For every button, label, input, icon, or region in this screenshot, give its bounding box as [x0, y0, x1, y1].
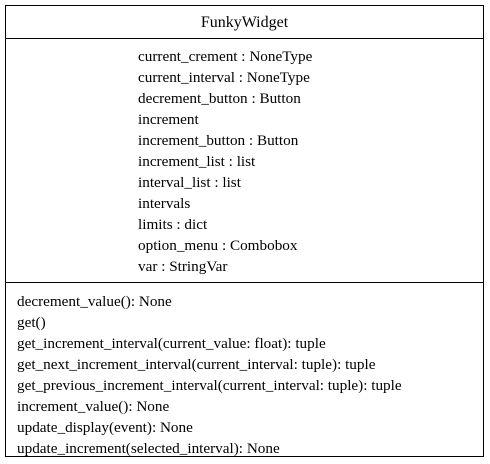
- attribute-var: var : StringVar: [138, 258, 228, 275]
- attribute-current-interval: current_interval : NoneType: [138, 69, 310, 86]
- uml-class-box: FunkyWidget current_crement : NoneType c…: [5, 5, 484, 457]
- method-get-previous-increment-interval: get_previous_increment_interval(current_…: [17, 377, 402, 394]
- attribute-increment-button: increment_button : Button: [138, 132, 299, 149]
- attribute-intervals: intervals: [138, 195, 191, 212]
- attribute-option-menu: option_menu : Combobox: [138, 237, 298, 254]
- attribute-interval-list: interval_list : list: [138, 174, 241, 191]
- method-get: get(): [17, 314, 46, 331]
- method-get-next-increment-interval: get_next_increment_interval(current_inte…: [17, 356, 376, 373]
- method-update-increment: update_increment(selected_interval): Non…: [17, 440, 280, 457]
- attribute-decrement-button: decrement_button : Button: [138, 90, 301, 107]
- attributes-compartment: current_crement : NoneType current_inter…: [6, 39, 483, 283]
- attribute-current-crement: current_crement : NoneType: [138, 48, 313, 65]
- attribute-increment-list: increment_list : list: [138, 153, 256, 170]
- class-name: FunkyWidget: [200, 14, 289, 31]
- method-increment-value: increment_value(): None: [17, 398, 170, 415]
- attribute-increment: increment: [138, 111, 199, 128]
- method-get-increment-interval: get_increment_interval(current_value: fl…: [17, 335, 326, 352]
- method-decrement-value: decrement_value(): None: [17, 293, 172, 310]
- methods-compartment: decrement_value(): None get() get_increm…: [6, 283, 483, 459]
- class-name-compartment: FunkyWidget: [6, 6, 483, 39]
- method-update-display: update_display(event): None: [17, 419, 193, 436]
- attribute-limits: limits : dict: [138, 216, 208, 233]
